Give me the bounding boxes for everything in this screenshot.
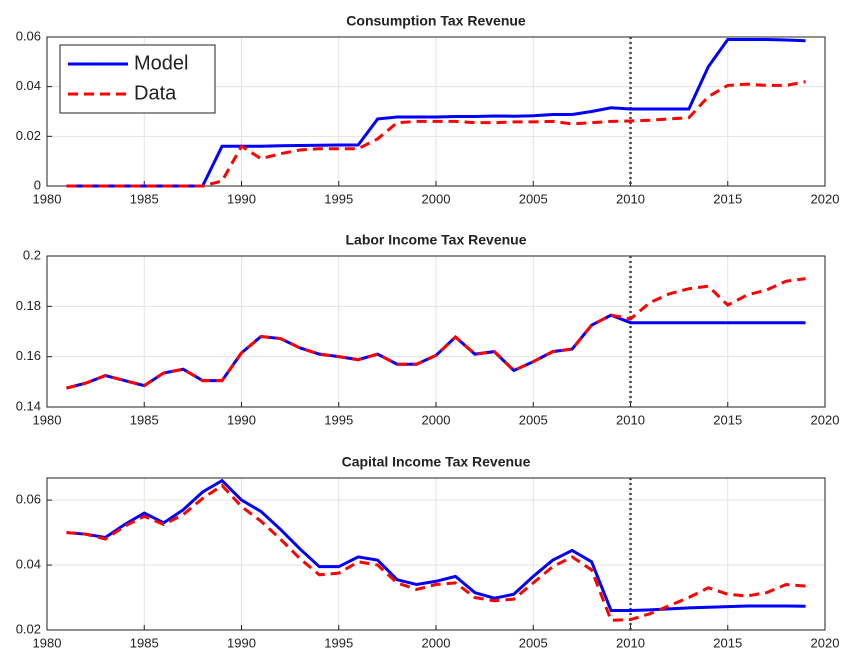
x-tick-label: 2015 (713, 635, 742, 650)
x-tick-label: 2020 (811, 635, 840, 650)
x-tick-label: 1995 (324, 412, 353, 427)
x-tick-label: 2010 (616, 635, 645, 650)
x-tick-label: 2000 (422, 635, 451, 650)
x-tick-label: 1990 (227, 635, 256, 650)
plot-frame (46, 36, 826, 187)
chart-title: Capital Income Tax Revenue (342, 454, 531, 470)
legend-box (59, 44, 216, 114)
x-tick-label: 2000 (422, 191, 451, 206)
x-tick-label: 1995 (324, 635, 353, 650)
series-line (66, 277, 806, 390)
y-tick-label: 0.06 (16, 492, 41, 507)
x-tick-label: 2010 (616, 412, 645, 427)
x-tick-label: 1985 (130, 635, 159, 650)
y-tick-label: 0.02 (16, 621, 41, 636)
y-tick-label: 0.06 (16, 28, 41, 43)
series-line (66, 483, 806, 622)
y-tick-label: 0.16 (16, 348, 41, 363)
plot-frame (46, 255, 826, 408)
x-tick-label: 1995 (324, 191, 353, 206)
x-tick-label: 2005 (519, 412, 548, 427)
x-tick-label: 2005 (519, 191, 548, 206)
x-tick-label: 2005 (519, 635, 548, 650)
x-tick-label: 2020 (811, 191, 840, 206)
x-tick-label: 1980 (33, 412, 62, 427)
x-tick-label: 2015 (713, 412, 742, 427)
y-tick-label: 0.14 (16, 398, 41, 413)
series-line (66, 37, 806, 188)
y-tick-label: 0.04 (16, 78, 41, 93)
plot-frame (46, 477, 826, 631)
series-line (66, 80, 806, 188)
x-tick-label: 2010 (616, 191, 645, 206)
x-tick-label: 2000 (422, 412, 451, 427)
x-tick-label: 1990 (227, 412, 256, 427)
y-tick-label: 0.02 (16, 128, 41, 143)
y-tick-label: 0 (34, 177, 41, 192)
x-tick-label: 1980 (33, 635, 62, 650)
x-tick-label: 1980 (33, 191, 62, 206)
y-tick-label: 0.2 (23, 247, 41, 262)
x-tick-label: 1985 (130, 191, 159, 206)
y-tick-label: 0.04 (16, 556, 41, 571)
x-tick-label: 2015 (713, 191, 742, 206)
series-line (66, 478, 806, 613)
legend-label: Model (134, 52, 188, 74)
y-tick-label: 0.18 (16, 298, 41, 313)
chart-title: Consumption Tax Revenue (346, 13, 526, 29)
x-tick-label: 2020 (811, 412, 840, 427)
legend-label: Data (134, 82, 177, 104)
x-tick-label: 1990 (227, 191, 256, 206)
x-tick-label: 1985 (130, 412, 159, 427)
chart-title: Labor Income Tax Revenue (345, 232, 526, 248)
